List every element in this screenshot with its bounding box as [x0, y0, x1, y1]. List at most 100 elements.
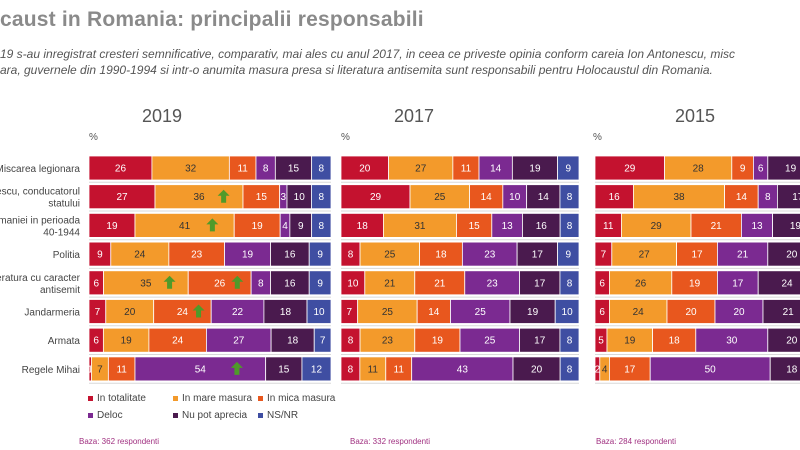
bar-segment	[757, 270, 800, 296]
bar-segment	[714, 299, 764, 324]
data-label: 15	[278, 364, 290, 375]
data-label: 14	[538, 192, 550, 203]
data-label: 6	[599, 278, 605, 289]
category-label: Jandarmeria	[24, 308, 80, 319]
data-label: 8	[567, 364, 573, 375]
category-label: Armata	[48, 336, 81, 347]
increase-arrow-icon	[230, 361, 243, 375]
category-label: nescu, conducatorul	[0, 187, 80, 198]
data-label: 15	[469, 221, 481, 232]
bar-segment	[102, 327, 150, 353]
data-label: 22	[232, 307, 244, 318]
bar-segment	[340, 155, 389, 181]
data-label: 10	[562, 307, 574, 318]
category-label: Miscarea legionara	[0, 164, 80, 175]
bar-segment	[559, 327, 580, 353]
percent-unit-label: %	[593, 132, 602, 143]
bar-segment	[522, 212, 561, 238]
bar-segment	[357, 299, 418, 324]
data-label: 11	[461, 164, 472, 175]
data-label: 8	[348, 336, 354, 347]
data-label: 17	[792, 192, 800, 203]
bar-segment	[233, 212, 281, 238]
data-label: 6	[93, 278, 99, 289]
data-label: 32	[185, 164, 197, 175]
data-label: 20	[531, 364, 543, 375]
bar-segment	[769, 356, 800, 382]
bar-segment	[414, 327, 461, 353]
data-label: 31	[414, 221, 426, 232]
data-label: 11	[116, 364, 127, 375]
data-label: 8	[318, 192, 324, 203]
bar-segment	[609, 356, 651, 382]
legend-swatch	[88, 413, 93, 418]
baza-2015: Baza: 284 respondenti	[596, 437, 677, 446]
bar-segment	[459, 327, 520, 353]
bar-segment	[621, 212, 692, 238]
bar-segment	[652, 327, 697, 353]
data-label: 11	[368, 364, 379, 375]
bar-segment	[741, 212, 774, 238]
bar-segment	[265, 356, 303, 382]
data-label: 19	[624, 336, 636, 347]
data-label: 35	[140, 278, 152, 289]
data-label: 29	[370, 192, 382, 203]
data-label: 7	[601, 250, 607, 261]
bar-segment	[478, 155, 513, 181]
bar-segment	[416, 299, 451, 324]
bar-segment	[464, 270, 520, 296]
bar-segment	[364, 270, 416, 296]
data-label: 9	[740, 164, 746, 175]
data-label: 9	[298, 221, 304, 232]
data-label: 24	[633, 307, 645, 318]
data-label: 14	[736, 192, 748, 203]
bar-segment	[559, 356, 580, 382]
page-title: caust in Romania: principalii responsabi…	[0, 8, 424, 31]
data-label: 41	[179, 221, 191, 232]
data-label: 26	[115, 164, 127, 175]
data-label: 10	[347, 278, 359, 289]
bar-segment	[411, 356, 514, 382]
data-label: 23	[484, 250, 496, 261]
data-label: 16	[284, 278, 296, 289]
data-label: 17	[534, 278, 546, 289]
data-label: 5	[598, 336, 604, 347]
bar-segment	[151, 155, 230, 181]
data-label: 25	[384, 250, 396, 261]
increase-arrow-icon	[192, 304, 205, 318]
data-label: 8	[567, 336, 573, 347]
category-label: Regele Mihai	[22, 365, 80, 376]
bar-segment	[526, 184, 561, 210]
data-label: 8	[258, 278, 264, 289]
percent-unit-label: %	[89, 132, 98, 143]
bar-segment	[690, 212, 742, 238]
data-label: 11	[603, 221, 614, 232]
bar-segment	[767, 327, 800, 353]
legend-swatch	[173, 396, 178, 401]
baza-2019: Baza: 362 respondenti	[79, 437, 160, 446]
data-label: 25	[484, 336, 496, 347]
data-label: 9	[97, 250, 103, 261]
data-label: 21	[711, 221, 723, 232]
data-label: 17	[732, 278, 744, 289]
data-label: 7	[347, 307, 353, 318]
data-label: 25	[475, 307, 487, 318]
bar-segment	[409, 184, 470, 210]
bar-segment	[311, 212, 332, 238]
category-label: antisemit	[40, 285, 80, 296]
data-label: 12	[311, 364, 323, 375]
data-label: 8	[319, 221, 325, 232]
bar-segment	[301, 356, 332, 382]
category-label: 40-1944	[43, 227, 80, 238]
data-label: 25	[434, 192, 446, 203]
data-label: 8	[567, 278, 573, 289]
data-label: 10	[294, 192, 306, 203]
subtitle-line-2: ara, guvernele din 1990-1994 si intr-o a…	[0, 63, 713, 77]
data-label: 8	[765, 192, 771, 203]
data-label: 28	[693, 164, 705, 175]
data-label: 11	[394, 364, 405, 375]
data-label: 26	[214, 278, 226, 289]
data-label: 17	[534, 336, 546, 347]
bar-segment	[224, 241, 271, 267]
data-label: 18	[357, 221, 369, 232]
